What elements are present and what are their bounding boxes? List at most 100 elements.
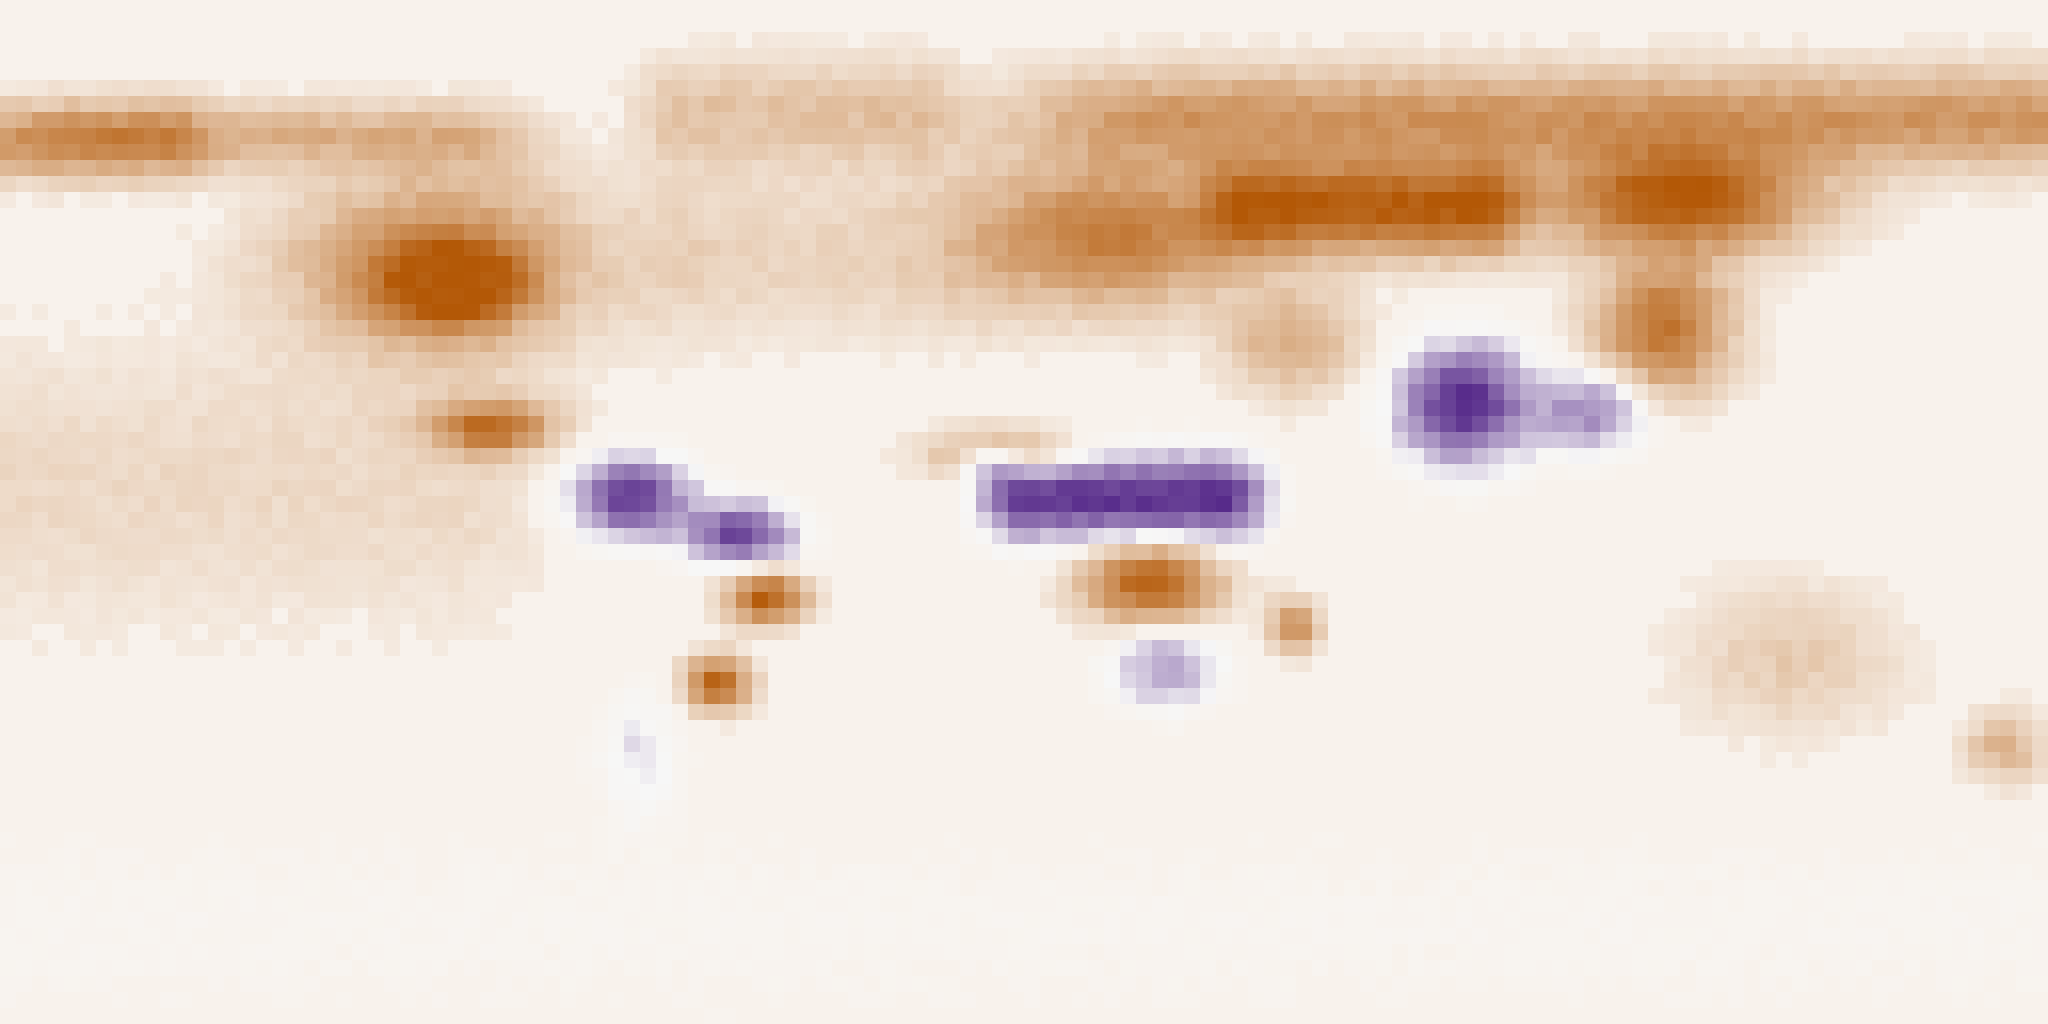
map-cell bbox=[608, 304, 624, 320]
map-cell bbox=[320, 272, 336, 288]
map-cell bbox=[2032, 144, 2048, 160]
map-cell bbox=[1632, 128, 1648, 144]
map-cell bbox=[1120, 480, 1136, 496]
map-cell bbox=[1408, 224, 1424, 240]
map-cell bbox=[1968, 560, 1984, 576]
map-cell bbox=[704, 480, 720, 496]
map-cell bbox=[0, 176, 16, 192]
map-cell bbox=[1456, 544, 1472, 560]
map-cell bbox=[1856, 400, 1872, 416]
map-cell bbox=[1296, 448, 1312, 464]
map-cell bbox=[1232, 224, 1248, 240]
map-cell bbox=[1248, 128, 1264, 144]
map-cell bbox=[944, 288, 960, 304]
map-cell bbox=[1584, 96, 1600, 112]
map-cell bbox=[736, 544, 752, 560]
map-cell bbox=[192, 528, 208, 544]
map-cell bbox=[1728, 560, 1744, 576]
map-cell bbox=[1360, 512, 1376, 528]
map-cell bbox=[448, 32, 464, 48]
map-cell bbox=[320, 16, 336, 32]
map-cell bbox=[512, 176, 528, 192]
map-cell bbox=[1872, 80, 1888, 96]
map-cell bbox=[528, 176, 544, 192]
map-cell bbox=[560, 544, 576, 560]
map-cell bbox=[1952, 160, 1968, 176]
map-cell bbox=[80, 192, 96, 208]
map-cell bbox=[176, 272, 192, 288]
map-cell bbox=[1520, 176, 1536, 192]
map-cell bbox=[1328, 112, 1344, 128]
map-cell bbox=[160, 416, 176, 432]
map-cell bbox=[656, 256, 672, 272]
map-cell bbox=[1664, 320, 1680, 336]
map-cell bbox=[1072, 432, 1088, 448]
map-cell bbox=[2000, 528, 2016, 544]
map-cell bbox=[784, 448, 800, 464]
map-cell bbox=[1184, 384, 1200, 400]
map-cell bbox=[16, 48, 32, 64]
map-cell bbox=[1232, 256, 1248, 272]
map-cell bbox=[1824, 0, 1840, 16]
map-cell bbox=[1328, 576, 1344, 592]
map-cell bbox=[592, 112, 608, 128]
map-cell bbox=[112, 48, 128, 64]
map-cell bbox=[1376, 64, 1392, 80]
map-cell bbox=[0, 48, 16, 64]
map-cell bbox=[288, 64, 304, 80]
map-cell bbox=[1792, 336, 1808, 352]
map-cell bbox=[1792, 496, 1808, 512]
map-cell bbox=[1056, 288, 1072, 304]
map-cell bbox=[1952, 496, 1968, 512]
map-cell bbox=[128, 432, 144, 448]
map-cell bbox=[432, 576, 448, 592]
map-cell bbox=[208, 528, 224, 544]
map-cell bbox=[368, 64, 384, 80]
map-cell bbox=[688, 240, 704, 256]
map-cell bbox=[288, 496, 304, 512]
map-cell bbox=[80, 432, 96, 448]
map-cell bbox=[1504, 16, 1520, 32]
map-cell bbox=[864, 368, 880, 384]
map-cell bbox=[1136, 352, 1152, 368]
map-cell bbox=[1232, 496, 1248, 512]
map-cell bbox=[352, 368, 368, 384]
map-cell bbox=[176, 432, 192, 448]
map-cell bbox=[400, 336, 416, 352]
map-cell bbox=[1104, 592, 1120, 608]
map-cell bbox=[656, 160, 672, 176]
map-cell bbox=[1504, 608, 1520, 624]
map-cell bbox=[400, 144, 416, 160]
map-cell bbox=[672, 432, 688, 448]
map-cell bbox=[624, 528, 640, 544]
map-cell bbox=[352, 400, 368, 416]
map-cell bbox=[1904, 608, 1920, 624]
map-cell bbox=[1152, 304, 1168, 320]
map-cell bbox=[1040, 176, 1056, 192]
map-cell bbox=[1168, 576, 1184, 592]
map-cell bbox=[1632, 576, 1648, 592]
map-cell bbox=[1200, 352, 1216, 368]
map-cell bbox=[1104, 208, 1120, 224]
map-cell bbox=[1200, 240, 1216, 256]
map-cell bbox=[1472, 160, 1488, 176]
map-cell bbox=[1072, 528, 1088, 544]
map-cell bbox=[1744, 144, 1760, 160]
map-cell bbox=[496, 464, 512, 480]
map-cell bbox=[496, 496, 512, 512]
map-cell bbox=[672, 32, 688, 48]
map-cell bbox=[704, 560, 720, 576]
map-cell bbox=[1952, 272, 1968, 288]
map-cell bbox=[224, 400, 240, 416]
map-cell bbox=[1184, 144, 1200, 160]
map-cell bbox=[160, 432, 176, 448]
map-cell bbox=[784, 128, 800, 144]
map-cell bbox=[1264, 512, 1280, 528]
map-cell bbox=[160, 288, 176, 304]
map-cell bbox=[144, 192, 160, 208]
map-cell bbox=[976, 544, 992, 560]
map-cell bbox=[192, 208, 208, 224]
map-cell bbox=[1280, 320, 1296, 336]
map-cell bbox=[448, 176, 464, 192]
map-cell bbox=[64, 224, 80, 240]
